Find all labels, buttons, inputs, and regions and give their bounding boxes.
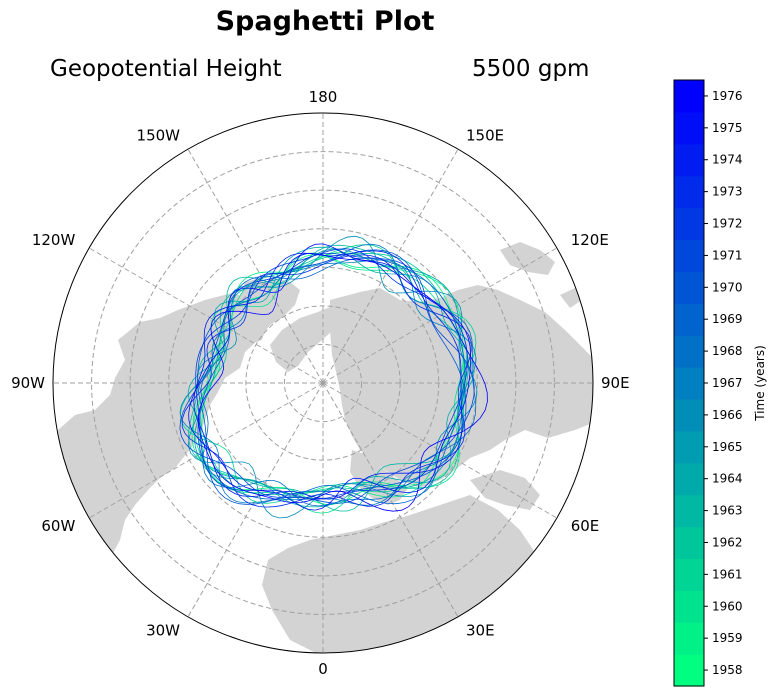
- eurasia-land: [500, 242, 555, 275]
- longitude-label: 60E: [571, 517, 600, 535]
- colorbar-segment: [674, 398, 704, 432]
- colorbar: 1958 1959 1960 1961 1962 1963 1964 1965 1966 1967…: [673, 79, 743, 687]
- meridian-line: [322, 148, 459, 384]
- meridian-line: [187, 148, 324, 384]
- colorbar-label: Time (years): [753, 345, 767, 422]
- longitude-label: 150E: [466, 126, 504, 144]
- longitude-label: 180: [309, 88, 338, 106]
- colorbar-segment: [674, 207, 704, 241]
- longitude-label: 90W: [11, 374, 45, 392]
- latitude-ring: [245, 305, 401, 461]
- colorbar-segment: [674, 526, 704, 560]
- contour-1976: [197, 253, 488, 512]
- colorbar-segment: [674, 430, 704, 464]
- meridian-line: [322, 382, 558, 519]
- colorbar-tick-label: 1963: [712, 504, 743, 518]
- colorbar-segment: [674, 367, 704, 400]
- colorbar-tick-label: 1961: [712, 567, 743, 581]
- longitude-label: 120W: [32, 231, 76, 249]
- contour-1965: [194, 248, 463, 498]
- longitude-label: 90E: [601, 374, 630, 392]
- arctic-islands-land: [248, 322, 268, 345]
- variable-subtitle: Geopotential Height: [50, 56, 282, 82]
- map-boundary: [52, 112, 594, 654]
- contour-1969: [197, 257, 466, 505]
- colorbar-tick-label: 1968: [712, 344, 743, 358]
- contour-1964: [187, 246, 475, 508]
- colorbar-tick-label: 1973: [712, 185, 743, 199]
- longitude-label: 120E: [571, 231, 609, 249]
- colorbar-tick-label: 1959: [712, 631, 743, 645]
- colorbar-segment: [674, 335, 704, 368]
- meridian-line: [322, 247, 558, 384]
- colorbar-segment: [674, 654, 704, 687]
- colorbar-segment: [674, 558, 704, 591]
- land-masses: [56, 242, 593, 653]
- longitude-labels: 180 150E 120E 90E 60E 30E 0 150W 120W 90W 60W 30W: [11, 88, 630, 678]
- colorbar-segment: [674, 494, 704, 528]
- longitude-label: 150W: [137, 126, 181, 144]
- north-america-land: [56, 278, 300, 555]
- colorbar-segment: [674, 143, 704, 177]
- contour-1975: [188, 243, 471, 511]
- contour-1968: [200, 243, 477, 507]
- colorbar-tick-label: 1960: [712, 599, 743, 613]
- latitude-ring: [283, 343, 363, 423]
- colorbar-tick-label: 1974: [712, 153, 743, 167]
- level-subtitle: 5500 gpm: [472, 56, 590, 82]
- colorbar-segment: [674, 239, 704, 272]
- meridian-line: [322, 382, 459, 618]
- longitude-label: 30E: [466, 622, 495, 640]
- meridian-line: [187, 382, 324, 618]
- colorbar-tick-label: 1970: [712, 280, 743, 294]
- contour-1973: [181, 254, 472, 508]
- colorbar-tick-label: 1975: [712, 121, 743, 135]
- colorbar-segment: [674, 175, 704, 209]
- meridian-line: [88, 247, 324, 384]
- colorbar-tick-label: 1971: [712, 248, 743, 262]
- contour-1962: [199, 253, 468, 495]
- eurasia-land: [560, 288, 582, 308]
- colorbar-tick-label: 1958: [712, 663, 743, 677]
- colorbar-tick-label: 1969: [712, 312, 743, 326]
- longitude-label: 30W: [146, 622, 180, 640]
- colorbar-segment: [674, 303, 704, 336]
- colorbar-tick-label: 1967: [712, 376, 743, 390]
- colorbar-tick-label: 1972: [712, 217, 743, 231]
- contour-lines: [179, 235, 488, 519]
- colorbar-segment: [674, 622, 704, 655]
- contour-1972: [195, 248, 468, 500]
- colorbar-segment: [674, 80, 704, 113]
- colorbar-tick-label: 1964: [712, 472, 743, 486]
- colorbar-segment: [674, 590, 704, 623]
- colorbar-tick-label: 1965: [712, 440, 743, 454]
- colorbar-segment: [674, 111, 704, 145]
- longitude-label: 0: [318, 660, 328, 678]
- colorbar-tick-label: 1962: [712, 536, 743, 550]
- longitude-label: 60W: [41, 517, 75, 535]
- colorbar-frame: [673, 79, 705, 687]
- meridian-line: [88, 382, 324, 519]
- colorbar-segment: [674, 462, 704, 496]
- colorbar-tick-label: 1976: [712, 89, 743, 103]
- contour-1974: [193, 250, 463, 500]
- latitude-ring: [91, 151, 555, 615]
- colorbar-tick-label: 1966: [712, 408, 743, 422]
- colorbar-segment: [674, 271, 704, 304]
- africa-land: [262, 495, 560, 653]
- graticule: [53, 113, 593, 653]
- figure-title: Spaghetti Plot: [215, 6, 435, 37]
